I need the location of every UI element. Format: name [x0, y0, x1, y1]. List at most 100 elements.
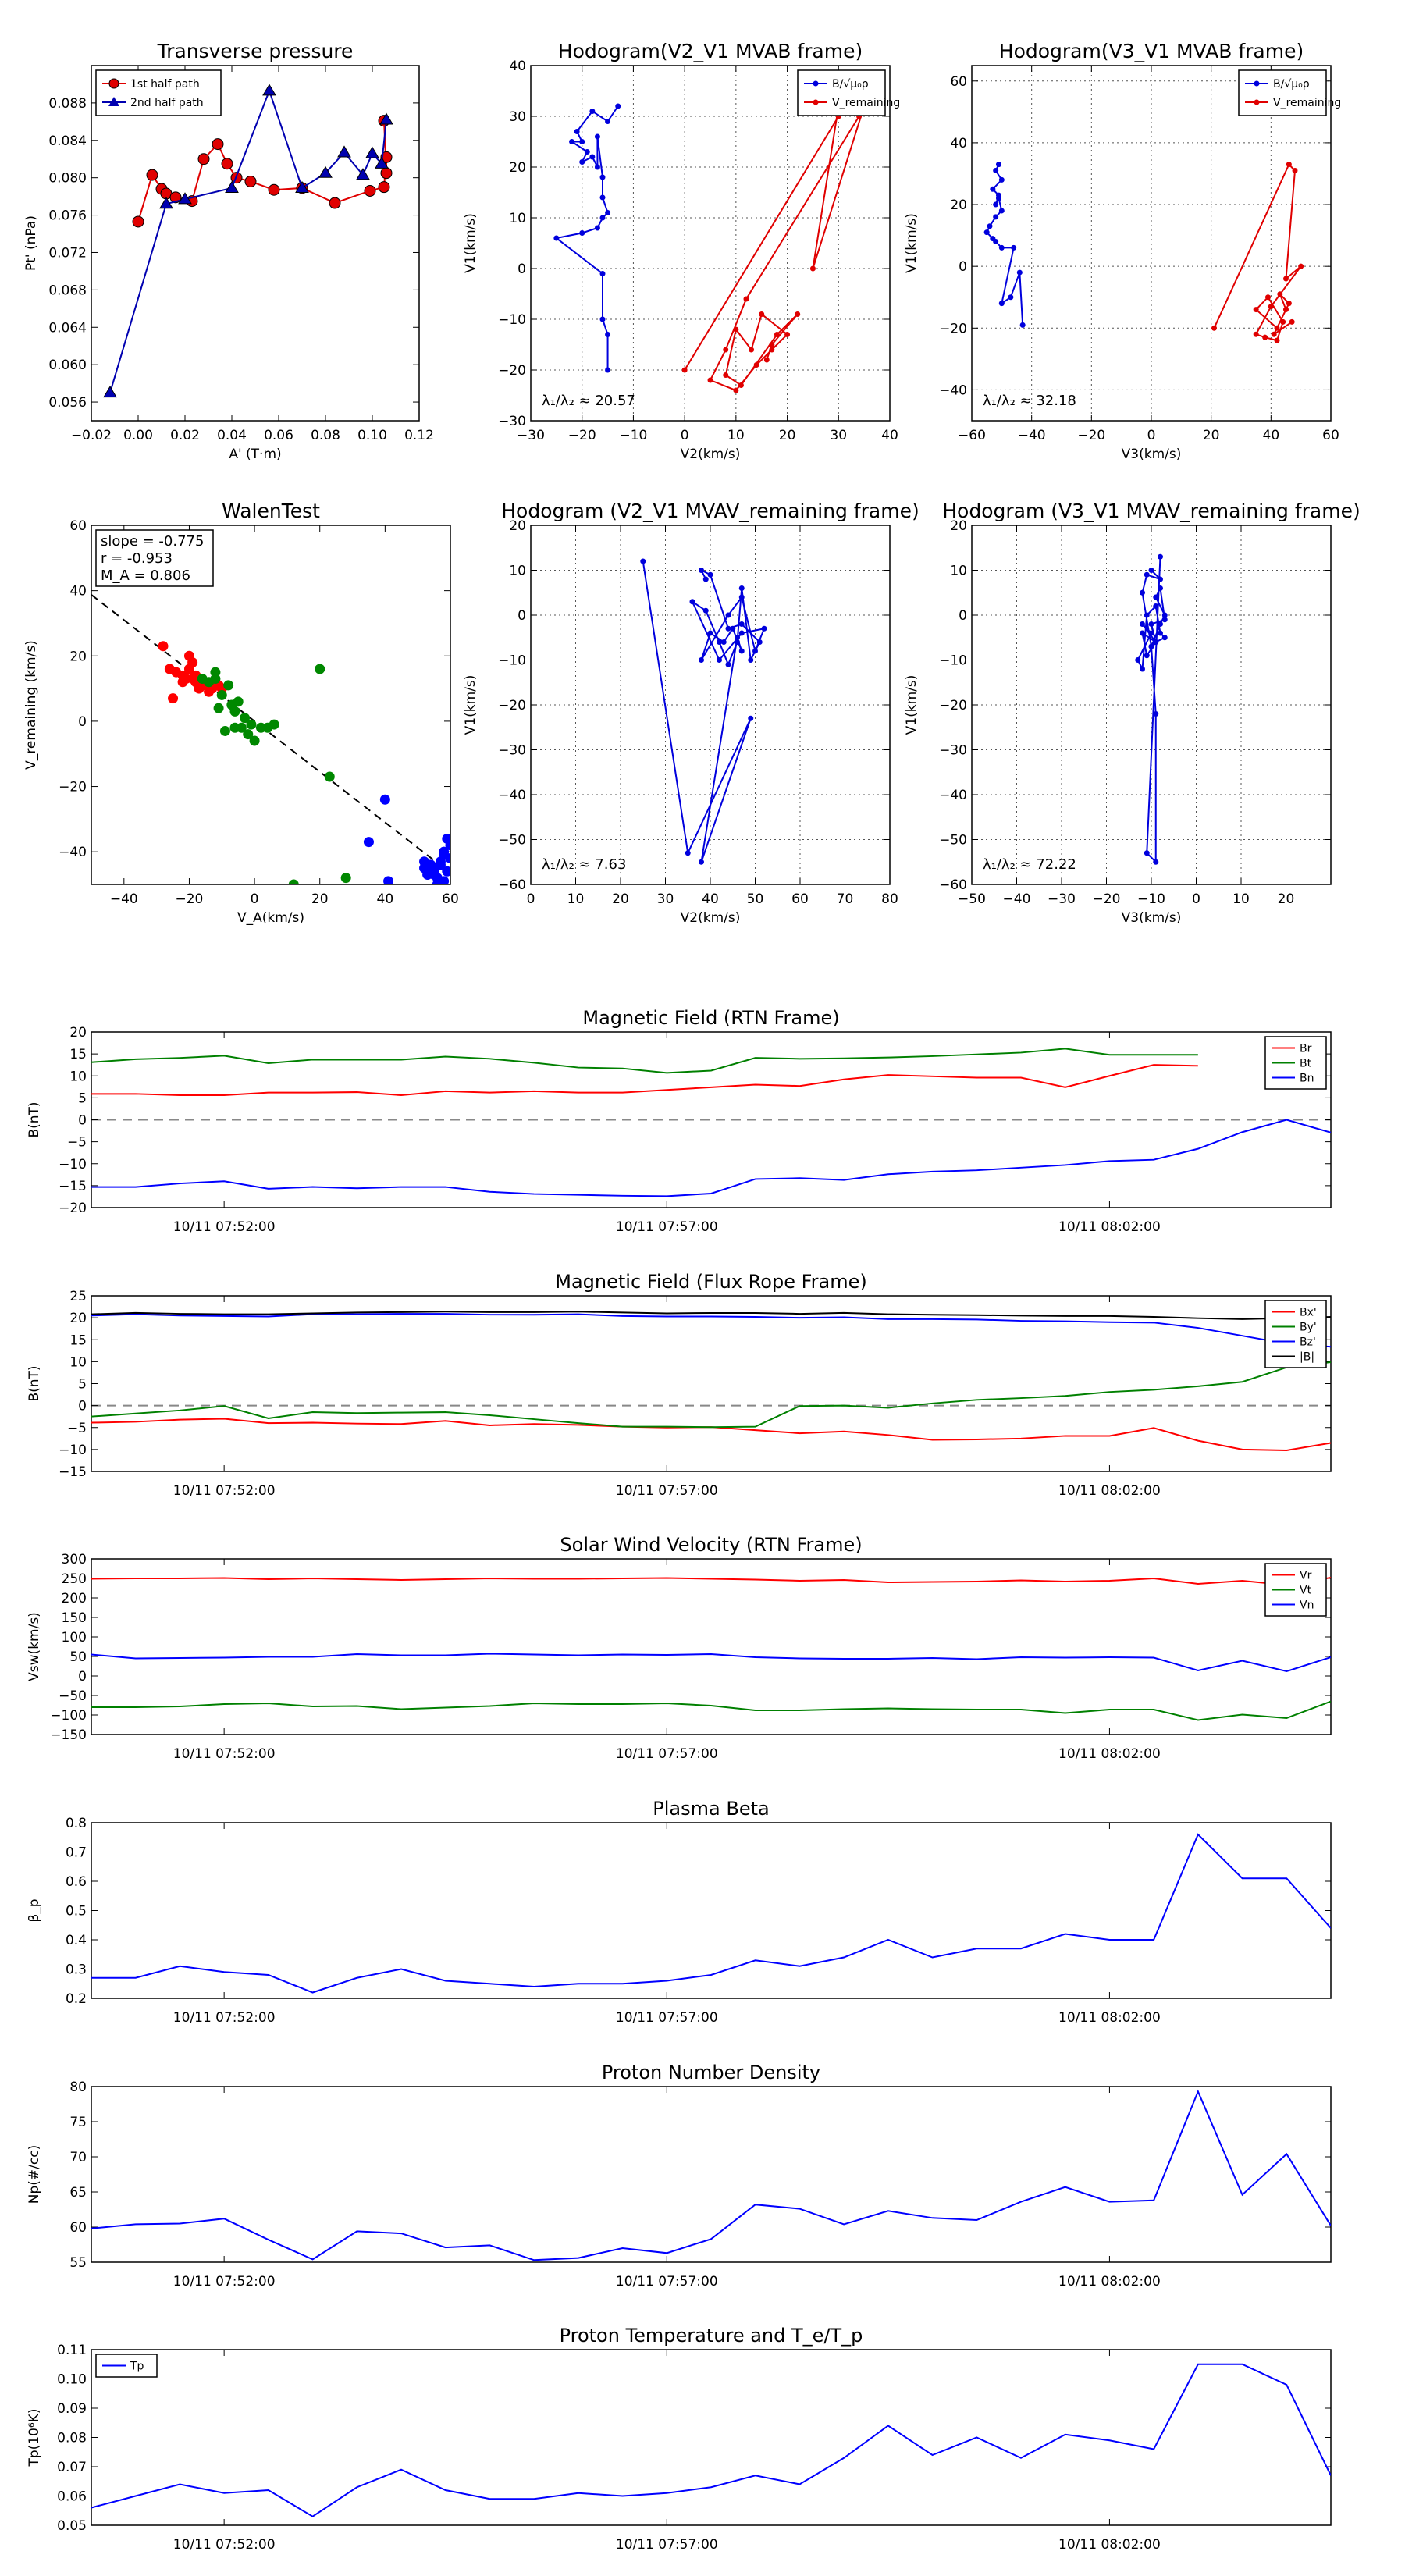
data-point [1280, 318, 1286, 325]
data-point [244, 175, 257, 187]
y-tick-label: 0.06 [57, 2489, 87, 2505]
data-point [249, 735, 260, 746]
data-point [761, 625, 767, 632]
data-point [599, 174, 606, 180]
y-tick-label: −40 [939, 788, 967, 803]
y-axis-label: Vsw(km/s) [27, 1612, 42, 1681]
y-tick-label: 40 [509, 59, 526, 74]
x-tick-label: 80 [881, 891, 898, 907]
x-tick-label: 0 [251, 891, 259, 907]
x-tick-label: 0.06 [264, 428, 293, 443]
legend-box [797, 69, 886, 116]
data-point [599, 194, 606, 201]
y-tick-label: 15 [69, 1047, 87, 1062]
data-point [295, 180, 309, 193]
data-point [315, 664, 325, 674]
y-tick-label: 0.2 [66, 1991, 87, 2007]
y-tick-label: −10 [498, 653, 526, 669]
x-tick-label: 10/11 08:02:00 [1058, 2010, 1161, 2026]
data-point [363, 837, 374, 848]
data-point [809, 265, 816, 272]
legend-label: V_remaining [832, 97, 900, 109]
y-tick-label: 10 [509, 564, 526, 579]
y-tick-label: 0.072 [48, 245, 87, 261]
data-point [356, 168, 370, 180]
series-line-|B| [91, 1311, 1331, 1320]
series-line-Tp [91, 2363, 1331, 2517]
x-tick-label: 0.08 [311, 428, 340, 443]
data-point [1144, 571, 1150, 578]
data-point [738, 630, 745, 636]
data-point [605, 210, 611, 215]
data-point [1274, 325, 1280, 331]
y-tick-label: 0.080 [48, 171, 87, 187]
series-line-Bz' [91, 1313, 1331, 1348]
data-point [246, 719, 257, 730]
data-point [702, 607, 709, 614]
data-point [1153, 859, 1159, 865]
data-point [288, 879, 299, 884]
legend-label: 2nd half path [130, 97, 204, 109]
chart-proton-number-density: 55 60 65 70 75 80 10/11 07:52:00 10/11 07:57:00… [27, 2062, 1332, 2290]
y-tick-label: 20 [69, 1025, 87, 1041]
data-point [365, 146, 379, 158]
y-tick-label: 0.060 [48, 358, 87, 373]
y-tick-label: −40 [498, 788, 526, 803]
data-point [998, 176, 1005, 183]
data-point [769, 347, 775, 353]
legend-box [95, 69, 222, 116]
x-tick-label: 0 [1147, 428, 1156, 443]
y-tick-label: 0.11 [57, 2343, 87, 2358]
x-tick-label: 20 [1278, 891, 1295, 907]
legend-label: Bn [1300, 1073, 1314, 1085]
x-tick-label: 30 [657, 891, 674, 907]
x-tick-label: 10/11 07:57:00 [616, 2537, 718, 2553]
y-tick-label: 75 [69, 2115, 87, 2130]
data-point [1253, 307, 1259, 313]
x-tick-label: 0 [681, 428, 689, 443]
y-tick-label: 0 [78, 1399, 87, 1414]
data-point [998, 244, 1005, 251]
data-point [197, 153, 210, 165]
legend-label: 1st half path [130, 78, 200, 91]
x-tick-label: 10/11 08:02:00 [1058, 1219, 1161, 1235]
data-point [168, 693, 179, 704]
y-tick-label: −20 [498, 698, 526, 713]
x-axis-label: V3(km/s) [1122, 447, 1182, 462]
data-point [1158, 576, 1163, 582]
y-axis-label: V1(km/s) [463, 213, 478, 273]
chart-title: Hodogram (V2_V1 MVAV_remaining frame) [501, 500, 919, 522]
legend-label: Bx' [1300, 1307, 1317, 1319]
x-tick-label: −30 [517, 428, 545, 443]
data-point [159, 197, 173, 209]
data-point [689, 599, 695, 605]
y-axis-label: V1(km/s) [904, 213, 919, 273]
series-group [91, 1833, 1331, 1994]
series-group [91, 2089, 1331, 2261]
legend-marker [108, 97, 119, 106]
x-tick-label: 0.04 [217, 428, 247, 443]
data-point [756, 639, 763, 645]
data-point [210, 667, 221, 678]
data-point [707, 571, 713, 578]
data-point [340, 873, 351, 884]
series-line-V_remaining [684, 105, 866, 392]
data-point [681, 367, 688, 373]
data-point [743, 296, 749, 302]
data-point [219, 725, 230, 736]
data-point [1298, 263, 1304, 269]
chart-title: Hodogram(V2_V1 MVAB frame) [558, 40, 863, 62]
data-point [589, 109, 596, 114]
y-tick-label: −20 [59, 1201, 87, 1216]
x-tick-label: −40 [1018, 428, 1046, 443]
data-point [1283, 307, 1289, 313]
legend-box [1238, 69, 1327, 116]
y-tick-label: −60 [939, 877, 967, 893]
x-tick-label: 30 [830, 428, 847, 443]
legend-label: |B| [1300, 1351, 1314, 1364]
y-axis-label: Pt' (nPa) [23, 215, 39, 271]
y-axis-label: B(nT) [27, 1365, 42, 1401]
data-point [730, 625, 736, 632]
y-tick-label: 250 [62, 1571, 87, 1587]
x-tick-label: 0 [1192, 891, 1200, 907]
